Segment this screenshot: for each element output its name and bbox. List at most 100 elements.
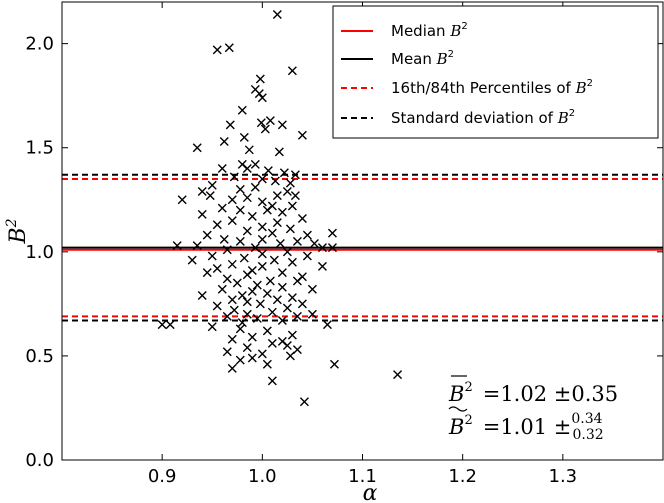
legend-box xyxy=(332,5,659,139)
data-point xyxy=(256,118,266,128)
mean-annotation: B2 =1.02 ±0.35 xyxy=(448,380,618,406)
data-point xyxy=(327,228,337,238)
legend-entry-sup: 2 xyxy=(587,78,593,89)
data-point xyxy=(219,234,229,244)
median-annotation-upper: 0.34 xyxy=(571,411,602,427)
data-point xyxy=(227,216,237,226)
data-point xyxy=(207,251,217,261)
data-point xyxy=(212,45,222,55)
data-point xyxy=(247,332,257,342)
data-point xyxy=(232,278,242,288)
data-point xyxy=(257,261,267,271)
data-point xyxy=(165,320,175,330)
data-point xyxy=(229,172,239,182)
data-point xyxy=(257,174,267,184)
data-point xyxy=(242,226,252,236)
legend-entry-0: Median B2 xyxy=(391,21,468,40)
data-point xyxy=(282,247,292,257)
legend-entry-label: Median xyxy=(391,22,450,40)
data-point xyxy=(297,299,307,309)
data-point xyxy=(292,276,302,286)
data-point xyxy=(282,341,292,350)
data-point xyxy=(239,132,249,142)
data-point xyxy=(250,84,260,94)
data-point xyxy=(262,326,272,336)
data-point xyxy=(279,168,289,178)
data-point xyxy=(212,263,222,273)
data-point xyxy=(272,218,282,228)
data-point xyxy=(255,74,265,84)
data-point xyxy=(227,295,237,305)
legend-entry-label: Standard deviation of xyxy=(391,109,558,127)
data-point xyxy=(242,297,252,307)
legend-entry-symbol: B xyxy=(449,22,461,40)
median-annotation-symbol: B xyxy=(448,415,464,439)
data-points xyxy=(157,9,403,407)
data-point xyxy=(237,105,247,115)
data-point xyxy=(257,249,267,259)
legend-entry-1: Mean B2 xyxy=(391,49,454,68)
data-point xyxy=(205,191,215,201)
data-point xyxy=(285,351,295,361)
data-point xyxy=(265,116,275,126)
data-point xyxy=(307,309,317,319)
reference-lines xyxy=(62,173,663,322)
data-point xyxy=(322,320,332,330)
data-point xyxy=(247,286,257,296)
data-point xyxy=(237,318,247,328)
data-point xyxy=(235,205,245,215)
data-point xyxy=(207,322,217,332)
data-point xyxy=(299,397,309,407)
data-point xyxy=(329,359,339,369)
legend-entry-label: 16th/84th Percentiles of xyxy=(391,79,576,97)
data-point xyxy=(292,311,302,321)
data-point xyxy=(192,241,202,251)
data-point xyxy=(192,143,202,153)
median-annotation: B2 =1.01 ±0.34 0.32 xyxy=(448,411,604,443)
data-point xyxy=(227,195,237,205)
data-point xyxy=(247,211,257,221)
y-axis-label: B2 xyxy=(4,218,31,244)
median-annotation-lower: 0.32 xyxy=(573,427,604,443)
data-point xyxy=(287,257,297,267)
data-point xyxy=(257,93,267,103)
data-point xyxy=(302,230,312,240)
data-point xyxy=(225,120,235,130)
legend-entry-2: 16th/84th Percentiles of B2 xyxy=(391,78,593,97)
data-point xyxy=(257,234,267,244)
data-point xyxy=(202,230,212,240)
x-axis-label: α xyxy=(363,481,378,503)
data-point xyxy=(277,207,287,217)
data-point xyxy=(222,274,232,284)
data-point xyxy=(309,238,319,248)
data-point xyxy=(285,224,295,234)
data-point xyxy=(275,238,285,248)
data-point xyxy=(224,43,234,53)
data-point xyxy=(267,228,277,238)
data-point xyxy=(207,180,217,190)
legend-entry-label: Mean xyxy=(391,50,437,68)
y-axis-label-base: B xyxy=(6,227,31,244)
data-point xyxy=(262,205,272,215)
data-point xyxy=(242,193,252,203)
data-point xyxy=(277,120,287,130)
data-point xyxy=(247,353,257,363)
data-point xyxy=(202,268,212,278)
data-point xyxy=(287,293,297,303)
data-point xyxy=(239,253,249,263)
data-point xyxy=(177,195,187,205)
y-tick-label: 2.0 xyxy=(25,34,54,55)
legend-entry-symbol: B xyxy=(436,50,448,68)
data-point xyxy=(290,170,300,180)
data-point xyxy=(272,9,282,19)
data-point xyxy=(227,259,237,269)
data-point xyxy=(287,201,297,211)
legend-entry-symbol: B xyxy=(575,79,587,97)
mean-annotation-sup: 2 xyxy=(464,380,472,395)
y-tick-label: 1.0 xyxy=(25,242,54,263)
data-point xyxy=(277,316,287,326)
legend-entry-sup: 2 xyxy=(448,49,454,60)
data-point xyxy=(307,284,317,294)
data-point xyxy=(172,241,182,251)
